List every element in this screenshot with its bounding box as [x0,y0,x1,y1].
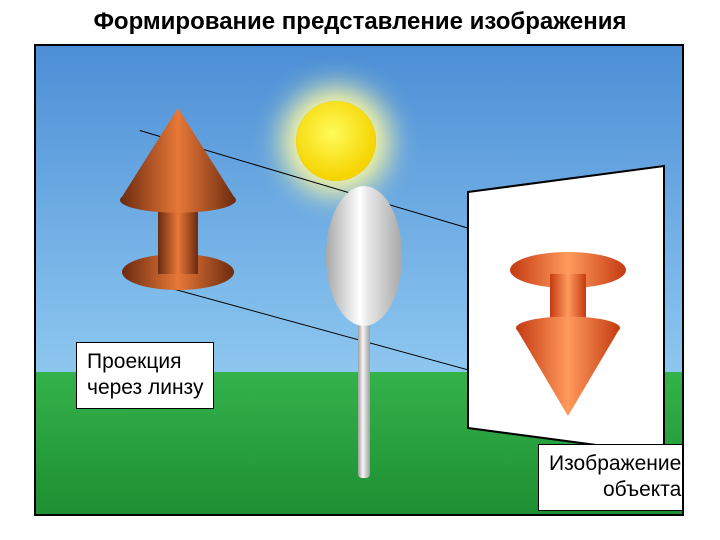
label-projection-line2: через линзу [87,375,203,401]
label-projection: Проекция через линзу [76,342,214,409]
label-projection-line1: Проекция [87,349,203,375]
label-image: Изображение объекта [538,444,684,511]
label-image-line2: объекта [549,477,681,503]
page-title: Формирование представление изображения [0,8,720,36]
diagram-scene: Проекция через линзу Изображение объекта [34,44,684,516]
label-image-line1: Изображение [549,451,681,477]
